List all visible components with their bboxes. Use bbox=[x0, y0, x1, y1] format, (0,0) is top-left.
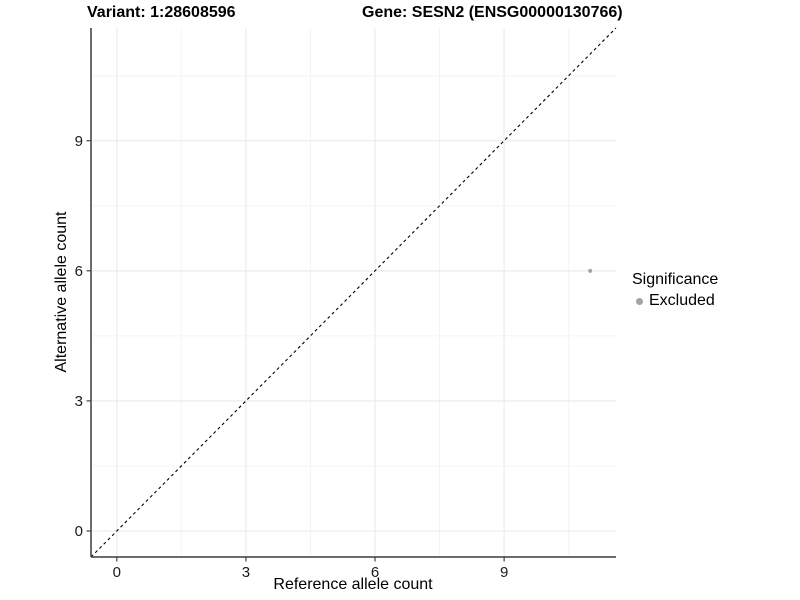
x-tick-label: 6 bbox=[371, 564, 379, 581]
x-tick-label: 9 bbox=[500, 564, 508, 581]
y-tick-label: 0 bbox=[75, 523, 83, 540]
legend: Significance Excluded bbox=[632, 271, 718, 310]
y-tick-label: 9 bbox=[75, 133, 83, 150]
legend-point-icon bbox=[636, 297, 643, 305]
legend-title: Significance bbox=[632, 271, 719, 288]
plot-title-variant: Variant: 1:28608596 bbox=[87, 4, 236, 21]
y-tick-label: 3 bbox=[75, 393, 83, 410]
y-tick-label: 6 bbox=[75, 263, 83, 280]
x-tick-label: 3 bbox=[242, 564, 250, 581]
x-tick-label: 0 bbox=[113, 564, 121, 581]
identity-dashed-line bbox=[90, 27, 617, 558]
x-axis-title: Reference allele count bbox=[273, 576, 433, 593]
y-axis-title: Alternative allele count bbox=[53, 211, 70, 373]
data-point bbox=[588, 268, 593, 273]
plot-title-gene: Gene: SESN2 (ENSG00000130766) bbox=[362, 4, 623, 21]
legend-entry-excluded: Excluded bbox=[632, 292, 718, 310]
legend-entry-label: Excluded bbox=[649, 292, 715, 309]
